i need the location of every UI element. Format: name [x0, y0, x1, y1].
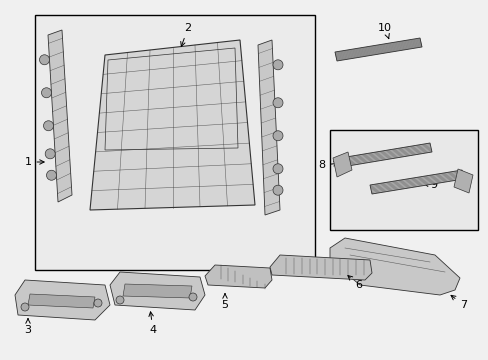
Polygon shape — [123, 284, 192, 298]
Polygon shape — [28, 294, 95, 308]
Text: 7: 7 — [450, 295, 466, 310]
Polygon shape — [369, 170, 463, 194]
Text: 3: 3 — [24, 319, 31, 335]
Circle shape — [272, 131, 283, 141]
Polygon shape — [258, 40, 280, 215]
Polygon shape — [90, 40, 254, 210]
Text: 8: 8 — [317, 160, 338, 170]
Polygon shape — [329, 238, 459, 295]
Text: 9: 9 — [383, 150, 396, 160]
Text: 10: 10 — [377, 23, 391, 39]
Circle shape — [189, 293, 197, 301]
Text: 1: 1 — [24, 157, 44, 167]
Bar — [35, 15, 314, 270]
Polygon shape — [332, 152, 351, 177]
Polygon shape — [339, 143, 431, 167]
Text: 5: 5 — [221, 294, 228, 310]
Circle shape — [43, 121, 53, 131]
Text: 2: 2 — [181, 23, 191, 46]
Polygon shape — [334, 38, 421, 61]
Polygon shape — [204, 265, 271, 288]
Bar — [329, 130, 477, 230]
Polygon shape — [453, 169, 472, 193]
Circle shape — [41, 88, 51, 98]
Circle shape — [21, 303, 29, 311]
Circle shape — [116, 296, 124, 304]
Circle shape — [45, 149, 55, 159]
Text: 9: 9 — [423, 180, 436, 190]
Text: 6: 6 — [347, 275, 361, 290]
Polygon shape — [15, 280, 110, 320]
Polygon shape — [110, 272, 204, 310]
Text: 4: 4 — [149, 312, 156, 335]
Circle shape — [94, 299, 102, 307]
Circle shape — [272, 60, 283, 70]
Circle shape — [272, 164, 283, 174]
Circle shape — [272, 98, 283, 108]
Circle shape — [46, 170, 57, 180]
Polygon shape — [48, 30, 72, 202]
Circle shape — [272, 185, 283, 195]
Polygon shape — [269, 255, 371, 280]
Circle shape — [40, 55, 49, 65]
